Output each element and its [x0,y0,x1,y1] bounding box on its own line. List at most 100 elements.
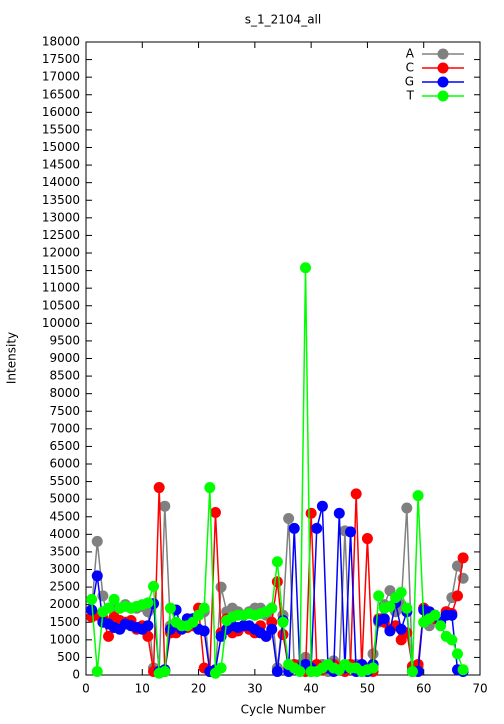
data-point [457,664,469,676]
data-point [288,522,300,534]
y-tick-label: 11000 [42,281,80,295]
data-point [215,581,227,593]
data-point [159,500,171,512]
data-point [277,616,289,628]
y-tick-label: 5500 [49,474,80,488]
data-point [86,604,98,616]
y-tick-label: 1000 [49,632,80,646]
data-point [266,623,278,635]
y-tick-label: 8000 [49,386,80,400]
x-tick-label: 60 [416,682,431,696]
y-tick-label: 6500 [49,439,80,453]
data-point [446,634,458,646]
x-tick-label: 0 [82,682,90,696]
y-tick-label: 500 [57,650,80,664]
data-point [153,482,165,494]
data-point [277,629,289,641]
data-point [103,630,115,642]
data-point [367,662,379,674]
y-tick-label: 10000 [42,316,80,330]
legend-label: T [406,89,415,103]
legend-marker [437,48,449,60]
y-tick-label: 2500 [49,580,80,594]
x-tick-label: 20 [191,682,206,696]
data-point [451,648,463,660]
y-tick-label: 4500 [49,509,80,523]
y-tick-label: 11500 [42,263,80,277]
data-point [198,602,210,614]
data-point [401,502,413,514]
x-axis-label: Cycle Number [241,703,326,717]
y-tick-label: 13000 [42,210,80,224]
data-point [294,665,306,677]
y-tick-label: 18000 [42,35,80,49]
data-point [316,500,328,512]
data-point [283,513,295,525]
y-tick-label: 16000 [42,105,80,119]
data-point [406,665,418,677]
y-tick-label: 7000 [49,421,80,435]
y-tick-label: 12500 [42,228,80,242]
data-point [350,488,362,500]
data-point [91,570,103,582]
data-point [91,535,103,547]
data-point [103,602,115,614]
data-point [457,552,469,564]
data-point [215,662,227,674]
legend-marker [437,90,449,102]
x-tick-label: 40 [304,682,319,696]
y-tick-label: 15000 [42,140,80,154]
chart-title: s_1_2104_all [245,13,321,27]
data-point [446,609,458,621]
y-tick-label: 13500 [42,193,80,207]
data-point [142,597,154,609]
data-point [164,602,176,614]
data-point [345,526,357,538]
y-tick-label: 5000 [49,492,80,506]
data-point [266,602,278,614]
y-tick-label: 14000 [42,175,80,189]
data-point [378,613,390,625]
y-tick-label: 10500 [42,298,80,312]
x-tick-label: 70 [472,682,487,696]
y-tick-label: 4000 [49,527,80,541]
data-point [373,590,385,602]
data-point [271,556,283,568]
legend-label: C [406,61,414,75]
data-point [198,625,210,637]
y-tick-label: 9000 [49,351,80,365]
y-tick-label: 3000 [49,562,80,576]
legend-marker [437,76,449,88]
data-point [451,560,463,572]
data-point [401,602,413,614]
y-tick-label: 15500 [42,122,80,136]
x-tick-label: 50 [360,682,375,696]
data-point [429,609,441,621]
data-point [300,262,312,274]
legend-label: A [406,47,415,61]
y-tick-label: 0 [72,668,80,682]
data-point [271,665,283,677]
y-tick-label: 7500 [49,404,80,418]
data-point [451,590,463,602]
data-point [311,522,323,534]
data-point [204,482,216,494]
data-point [412,490,424,502]
legend-marker [437,62,449,74]
data-point [108,593,120,605]
y-tick-label: 6000 [49,457,80,471]
data-point [142,620,154,632]
data-point [271,576,283,588]
data-point [333,507,345,519]
data-point [209,507,221,519]
data-point [395,586,407,598]
y-tick-label: 14500 [42,158,80,172]
plot-border [85,41,481,676]
x-tick-label: 10 [135,682,150,696]
y-tick-label: 17000 [42,70,80,84]
y-tick-label: 3500 [49,544,80,558]
legend-label: G [405,75,414,89]
y-tick-label: 8500 [49,369,80,383]
y-tick-label: 16500 [42,87,80,101]
